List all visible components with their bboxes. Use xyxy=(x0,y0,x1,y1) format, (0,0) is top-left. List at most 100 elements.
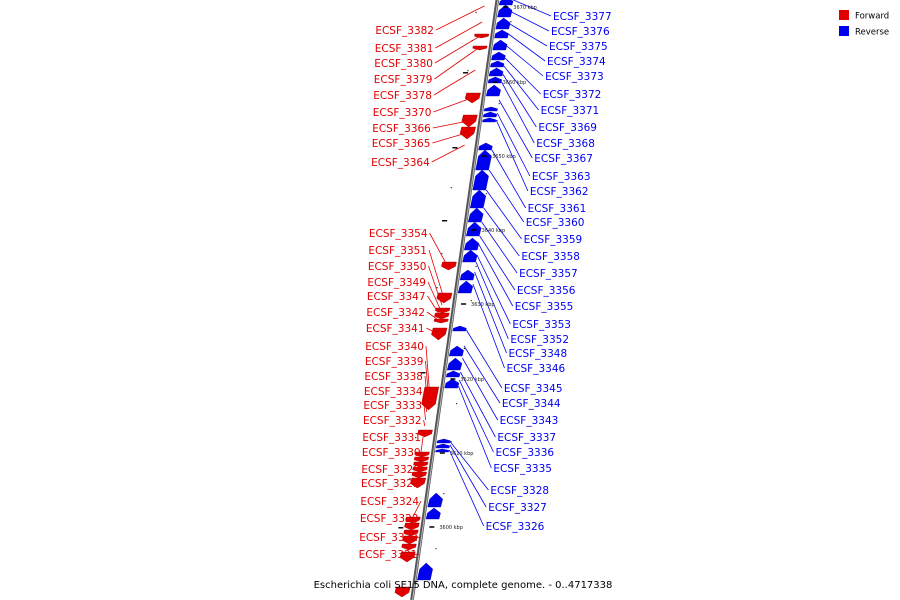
minor-feature xyxy=(463,348,465,350)
reverse-leader-line xyxy=(501,81,535,144)
reverse-gene xyxy=(469,189,487,209)
forward-gene xyxy=(417,429,433,438)
forward-gene xyxy=(404,522,420,531)
reverse-leader-line xyxy=(504,57,541,95)
reverse-leader-line xyxy=(485,189,522,240)
reverse-gene-label: ECSF_3352 xyxy=(510,334,569,346)
reverse-gene-label: ECSF_3355 xyxy=(515,301,574,313)
reverse-gene xyxy=(452,325,467,332)
reverse-gene-label: ECSF_3348 xyxy=(509,348,568,360)
reverse-leader-line xyxy=(503,65,539,111)
forward-gene-label: ECSF_3339 xyxy=(365,356,424,368)
legend: Forward Reverse xyxy=(839,10,889,38)
forward-gene-label: ECSF_3364 xyxy=(371,157,430,169)
minor-feature xyxy=(443,493,445,495)
reverse-gene-label: ECSF_3343 xyxy=(500,415,559,427)
reverse-gene-label: ECSF_3375 xyxy=(549,41,608,53)
gene-labels: ECSF_3382 ECSF_3381 ECSF_3380 ECSF_3379 ECSF… xyxy=(359,11,612,561)
reverse-gene xyxy=(483,106,498,112)
forward-gene xyxy=(472,45,488,51)
legend-label-forward: Forward xyxy=(855,12,889,22)
tick-label: 3650 kbp xyxy=(492,154,516,160)
forward-gene-label: ECSF_3382 xyxy=(375,25,434,37)
reverse-gene xyxy=(435,443,450,449)
forward-gene xyxy=(434,312,450,320)
forward-leader-line xyxy=(435,21,483,49)
forward-gene-label: ECSF_3322 xyxy=(359,532,418,544)
reverse-gene-label: ECSF_3367 xyxy=(534,153,593,165)
forward-leader-line xyxy=(431,144,465,163)
forward-leader-line xyxy=(406,553,420,557)
forward-gene-label: ECSF_3325 xyxy=(361,478,420,490)
forward-gene xyxy=(410,477,427,489)
reverse-gene xyxy=(448,345,464,357)
reverse-gene xyxy=(445,370,461,378)
forward-gene-label: ECSF_3381 xyxy=(375,43,434,55)
minor-feature xyxy=(452,147,458,149)
forward-gene-label: ECSF_3334 xyxy=(364,386,423,398)
reverse-gene-label: ECSF_3353 xyxy=(512,319,571,331)
reverse-leader-line xyxy=(506,45,544,77)
reverse-gene-label: ECSF_3357 xyxy=(519,268,578,280)
reverse-gene-label: ECSF_3359 xyxy=(524,234,583,246)
reverse-gene-label: ECSF_3377 xyxy=(553,11,612,23)
reverse-leader-line xyxy=(449,444,487,508)
reverse-gene-label: ECSF_3326 xyxy=(486,521,545,533)
tick-label: 3610 kbp xyxy=(450,451,474,457)
reverse-leader-line xyxy=(450,441,489,491)
forward-gene-label: ECSF_3321 xyxy=(359,549,418,561)
reverse-gene-label: ECSF_3368 xyxy=(536,138,595,150)
legend-label-reverse: Reverse xyxy=(855,28,889,38)
forward-leader-line xyxy=(420,436,424,455)
reverse-leader-line xyxy=(483,207,520,257)
forward-gene-label: ECSF_3350 xyxy=(368,261,427,273)
reverse-gene xyxy=(487,76,503,84)
label-leaders xyxy=(406,0,552,557)
reverse-gene xyxy=(463,237,480,251)
forward-gene xyxy=(412,466,428,473)
forward-gene-label: ECSF_3333 xyxy=(363,400,422,412)
forward-gene-label: ECSF_3330 xyxy=(362,447,421,459)
reverse-gene-label: ECSF_3344 xyxy=(502,398,561,410)
forward-leader-line xyxy=(434,47,479,80)
reverse-leader-line xyxy=(481,221,518,274)
reverse-gene xyxy=(482,117,497,123)
tick-label: 3660 kbp xyxy=(503,80,527,86)
tick-label: 3600 kbp xyxy=(439,525,463,531)
reverse-leader-line xyxy=(475,261,509,340)
forward-leader-line xyxy=(418,464,423,470)
reverse-gene xyxy=(467,207,484,223)
reverse-gene xyxy=(425,507,441,520)
reverse-gene-label: ECSF_3358 xyxy=(521,251,580,263)
tick-label: 3640 kbp xyxy=(482,228,506,234)
forward-leader-line xyxy=(424,390,428,413)
tick-label: 3670 kbp xyxy=(513,5,537,11)
minor-feature xyxy=(409,478,411,480)
reverse-leader-line xyxy=(466,329,503,389)
forward-leader-line xyxy=(410,517,421,528)
reverse-gene xyxy=(482,111,498,118)
reverse-gene-label: ECSF_3361 xyxy=(528,203,587,215)
reverse-gene xyxy=(444,378,460,389)
minor-feature xyxy=(441,253,443,255)
reverse-leader-line xyxy=(491,149,527,209)
reverse-gene-label: ECSF_3363 xyxy=(532,171,591,183)
reverse-gene-label: ECSF_3327 xyxy=(488,502,547,514)
forward-gene-label: ECSF_3331 xyxy=(362,432,421,444)
forward-leader-line xyxy=(419,451,423,461)
reverse-leader-line xyxy=(463,345,501,404)
reverse-gene-label: ECSF_3360 xyxy=(526,217,585,229)
reverse-gene-label: ECSF_3335 xyxy=(493,463,552,475)
forward-gene-label: ECSF_3378 xyxy=(373,90,432,102)
reverse-leader-line xyxy=(511,11,550,32)
forward-gene-label: ECSF_3365 xyxy=(372,138,431,150)
reverse-gene-label: ECSF_3328 xyxy=(490,485,549,497)
forward-gene-label: ECSF_3370 xyxy=(373,107,432,119)
minor-feature xyxy=(420,372,426,374)
minor-feature xyxy=(463,72,469,74)
reverse-gene xyxy=(446,357,463,371)
forward-leader-line xyxy=(426,327,438,335)
reverse-gene xyxy=(495,17,511,30)
minor-feature xyxy=(475,12,477,14)
